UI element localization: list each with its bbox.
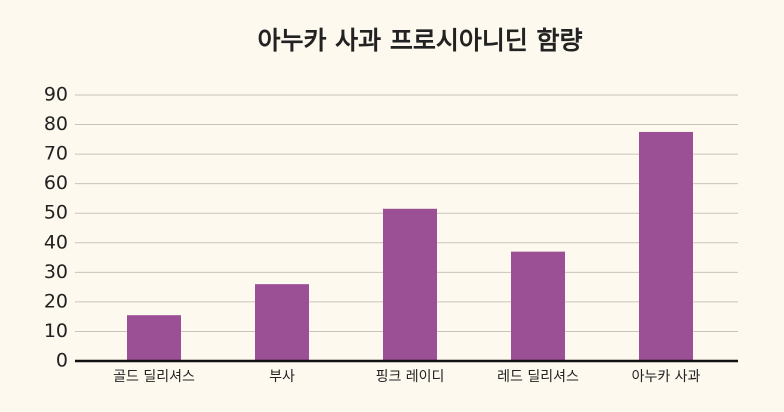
y-tick-label: 20 <box>44 290 68 312</box>
bar <box>511 251 565 361</box>
x-tick-label: 핑크 레이디 <box>376 369 445 385</box>
y-tick-label: 50 <box>44 202 68 224</box>
bar <box>639 131 693 361</box>
y-tick-label: 80 <box>44 113 68 135</box>
chart-title: 아누카 사과 프로시아니딘 함량 <box>257 26 582 55</box>
bar <box>255 284 309 361</box>
bar <box>383 208 437 361</box>
x-tick-label: 레드 딜리셔스 <box>497 369 579 385</box>
x-tick-label: 부사 <box>269 369 295 385</box>
x-tick-label: 골드 딜리셔스 <box>113 369 195 385</box>
x-tick-label: 아누카 사과 <box>632 369 701 385</box>
y-tick-label: 30 <box>44 261 68 283</box>
y-tick-label: 10 <box>44 320 68 342</box>
y-tick-label: 70 <box>44 143 68 165</box>
y-tick-label: 40 <box>44 231 68 253</box>
y-tick-label: 0 <box>56 350 68 372</box>
y-tick-label: 60 <box>44 172 68 194</box>
bar <box>127 315 181 361</box>
y-tick-label: 90 <box>44 84 68 106</box>
